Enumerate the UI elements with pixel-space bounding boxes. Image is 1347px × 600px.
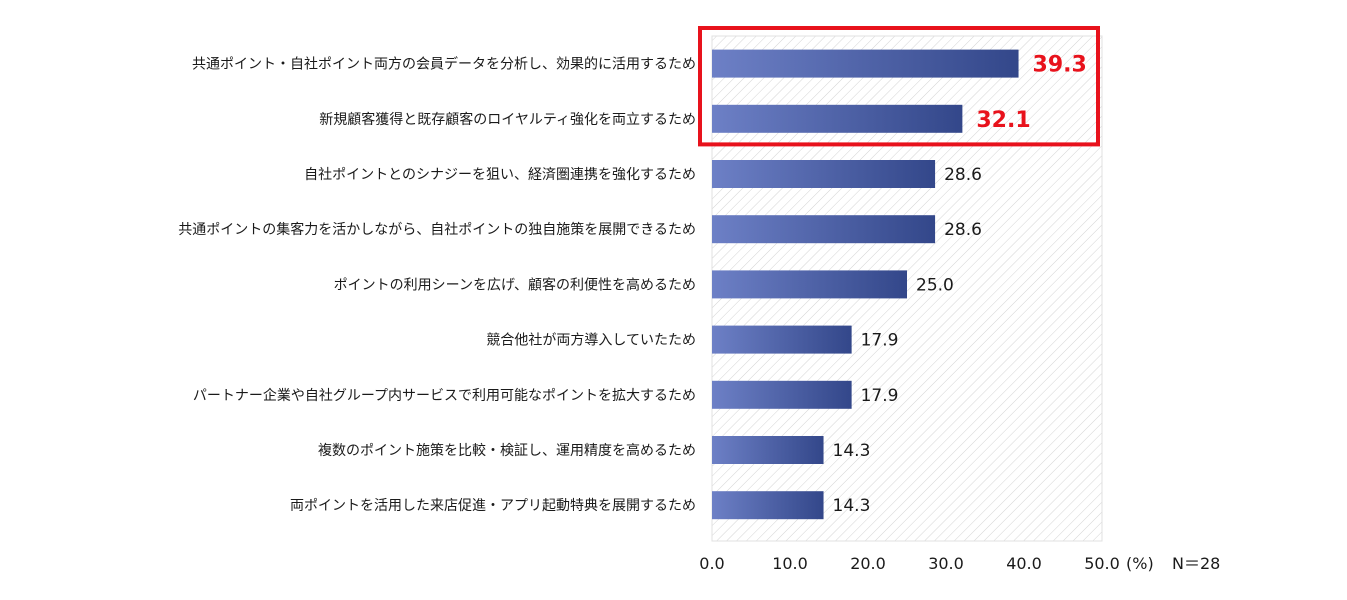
category-label: 共通ポイント・自社ポイント両方の会員データを分析し、効果的に活用するため bbox=[192, 56, 696, 73]
value-label: 14.3 bbox=[833, 441, 871, 461]
x-tick-label: 0.0 bbox=[699, 554, 724, 573]
bar bbox=[712, 160, 936, 188]
bar bbox=[712, 104, 963, 133]
value-label: 17.9 bbox=[861, 386, 899, 406]
bar bbox=[712, 270, 907, 299]
x-tick-label: 40.0 bbox=[1006, 554, 1042, 573]
sample-size-note: N＝28 bbox=[1172, 554, 1220, 573]
bar bbox=[712, 49, 1019, 78]
bar bbox=[712, 436, 824, 464]
value-label: 25.0 bbox=[916, 275, 954, 295]
value-label: 28.6 bbox=[944, 220, 982, 240]
category-label: 競合他社が両方導入していたため bbox=[486, 333, 696, 349]
x-tick-label: 30.0 bbox=[928, 554, 964, 573]
x-tick-label: 20.0 bbox=[850, 554, 886, 573]
category-label: 共通ポイントの集客力を活かしながら、自社ポイントの独自施策を展開できるため bbox=[178, 221, 696, 238]
category-label: 自社ポイントとのシナジーを狙い、経済圏連携を強化するため bbox=[304, 167, 696, 183]
value-label: 28.6 bbox=[944, 165, 982, 185]
value-label: 14.3 bbox=[833, 496, 871, 516]
axis-unit: (%) bbox=[1126, 554, 1154, 573]
category-label: 両ポイントを活用した来店促進・アプリ起動特典を展開するため bbox=[290, 498, 696, 514]
bar bbox=[712, 380, 852, 409]
x-tick-label: 10.0 bbox=[772, 554, 808, 573]
highlight-box bbox=[698, 26, 1100, 147]
x-tick-label: 50.0 bbox=[1084, 554, 1120, 573]
value-label: 39.3 bbox=[1033, 53, 1087, 78]
value-label: 32.1 bbox=[976, 108, 1030, 133]
category-label: ポイントの利用シーンを広げ、顧客の利便性を高めるため bbox=[334, 276, 696, 293]
category-label: 新規顧客獲得と既存顧客のロイヤルティ強化を両立するため bbox=[319, 111, 696, 128]
bar bbox=[712, 215, 936, 244]
value-label: 17.9 bbox=[861, 331, 899, 351]
bar bbox=[712, 491, 824, 520]
bar bbox=[712, 325, 852, 354]
category-label: 複数のポイント施策を比較・検証し、運用精度を高めるため bbox=[318, 442, 696, 459]
category-label: パートナー企業や自社グループ内サービスで利用可能なポイントを拡大するため bbox=[193, 387, 696, 404]
